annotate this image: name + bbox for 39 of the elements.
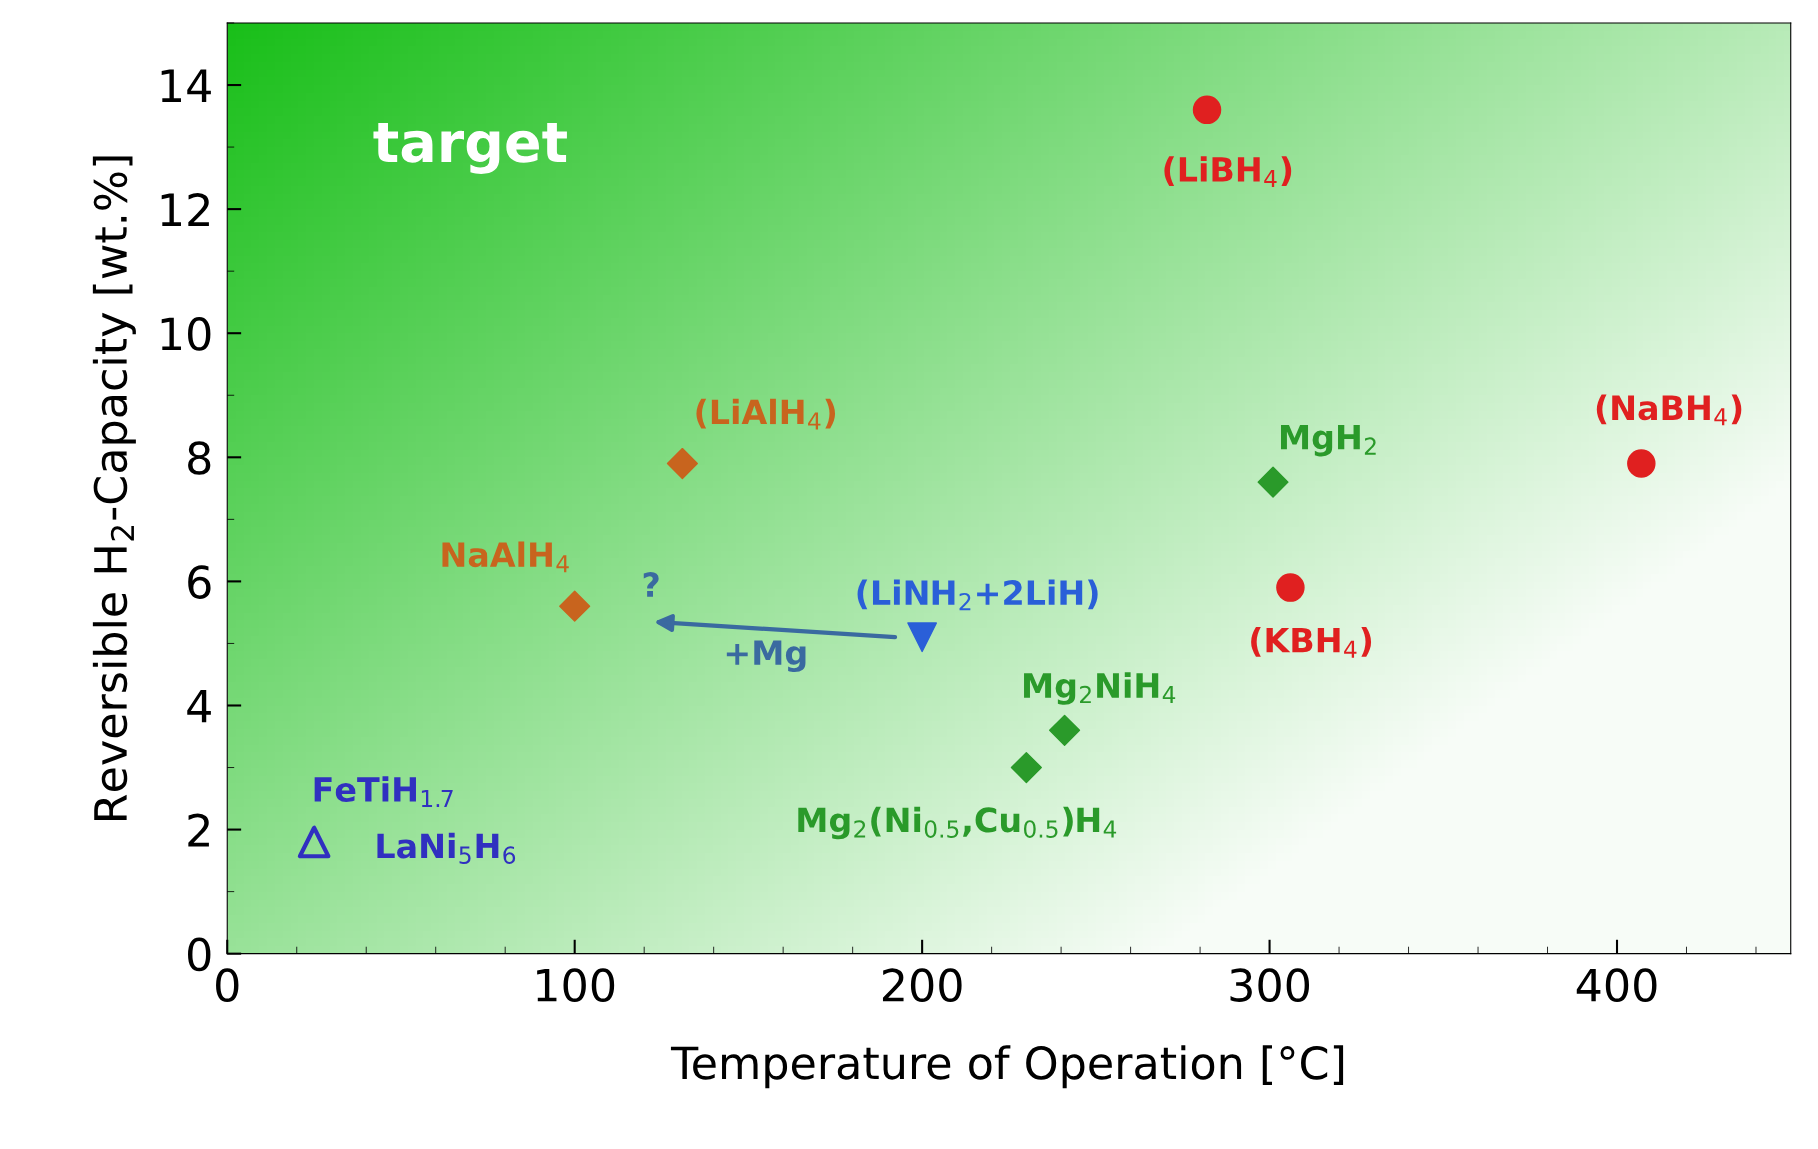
annotation: NaAlH$_{4}$ xyxy=(442,541,569,573)
annotation: ? xyxy=(643,572,659,597)
point xyxy=(666,447,698,480)
x-axis-title: Temperature of Operation [°C] xyxy=(670,1045,1344,1089)
point xyxy=(1627,449,1656,478)
y-tick-label: 14 xyxy=(161,69,211,102)
annotation: (LiBH$_{4}$) xyxy=(1164,156,1292,188)
annotation: LaNi$_{5}$H$_{6}$ xyxy=(377,832,516,864)
annotation: FeTiH$_{1.7}$ xyxy=(314,776,453,808)
y-tick-label: 4 xyxy=(187,689,211,723)
y-tick-label: 10 xyxy=(161,317,211,351)
annotation: target xyxy=(373,122,567,174)
y-tick-label: 0 xyxy=(188,937,211,972)
point xyxy=(907,622,938,653)
annotation: (LiAlH$_{4}$) xyxy=(696,398,836,430)
annotation: (LiNH$_{2}$+2LiH) xyxy=(857,579,1098,611)
annotation: (NaBH$_{4}$) xyxy=(1596,394,1742,426)
y-tick-label: 2 xyxy=(188,813,209,847)
x-tick-label: 300 xyxy=(1230,968,1310,1002)
x-tick-label: 400 xyxy=(1576,968,1657,1002)
point xyxy=(297,825,331,859)
annotation: (KBH$_{4}$) xyxy=(1251,627,1372,658)
point xyxy=(559,590,591,622)
y-tick-label: 8 xyxy=(188,441,211,475)
annotation: +Mg xyxy=(726,640,806,672)
x-tick-label: 100 xyxy=(537,968,615,1002)
y-tick-label: 12 xyxy=(161,193,209,226)
annotation: Mg$_{2}$NiH$_{4}$ xyxy=(1024,672,1176,705)
x-tick-label: 200 xyxy=(882,968,962,1002)
point xyxy=(1276,573,1305,602)
point xyxy=(1010,751,1042,784)
point xyxy=(1048,714,1081,746)
annotation: MgH$_{2}$ xyxy=(1281,424,1376,457)
point xyxy=(1192,95,1222,125)
annotation: Mg$_{2}$(Ni$_{0.5}$,Cu$_{0.5}$)H$_{4}$ xyxy=(798,806,1117,840)
point xyxy=(1257,466,1289,498)
y-axis-title: Reversible H$_{2}$-Capacity [wt.%] xyxy=(92,156,136,820)
y-tick-label: 6 xyxy=(188,565,211,599)
x-tick-label: 0 xyxy=(216,968,239,1002)
